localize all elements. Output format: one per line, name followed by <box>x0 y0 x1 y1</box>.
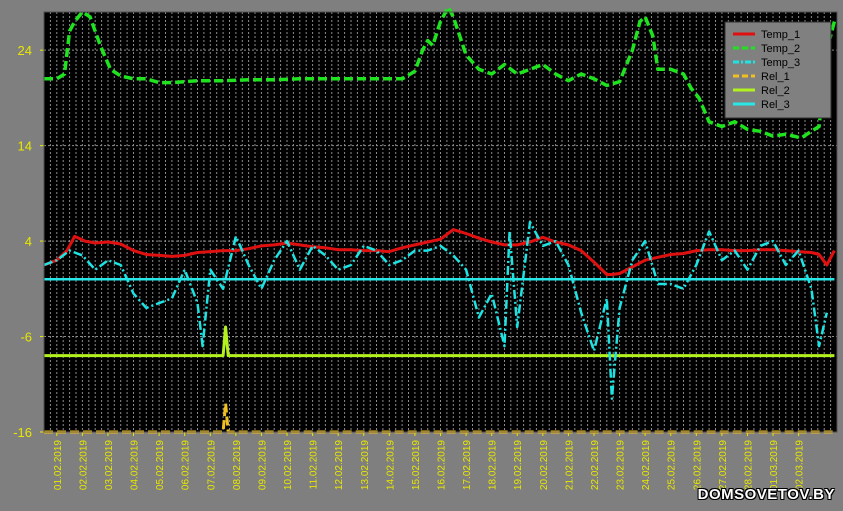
x-tick-label: 23.02.2019 <box>616 440 627 490</box>
x-tick-label: 27.02.2019 <box>718 440 729 490</box>
x-tick-label: 04.02.2019 <box>130 440 141 490</box>
x-tick-label: 28.02.2019 <box>743 440 754 490</box>
x-tick-label: 21.02.2019 <box>564 440 575 490</box>
x-tick-label: 11.02.2019 <box>309 440 320 490</box>
y-tick-label: 24 <box>18 43 32 58</box>
series-line-temp-3 <box>43 220 829 400</box>
x-tick-label: 16.02.2019 <box>437 440 448 490</box>
x-tick-label: 01.03.2019 <box>769 440 780 490</box>
x-tick-label: 26.02.2019 <box>692 440 703 490</box>
legend-label: Rel_1 <box>761 71 790 83</box>
x-tick-label: 17.02.2019 <box>462 440 473 490</box>
legend-label: Temp_2 <box>761 43 800 55</box>
x-tick-label: 10.02.2019 <box>283 440 294 490</box>
legend-box <box>724 21 832 119</box>
x-tick-label: 15.02.2019 <box>411 440 422 490</box>
x-tick-label: 06.02.2019 <box>181 440 192 490</box>
legend-label: Rel_3 <box>761 99 790 111</box>
x-tick-label: 24.02.2019 <box>641 440 652 490</box>
legend-label: Temp_1 <box>761 29 800 41</box>
x-tick-label: 07.02.2019 <box>206 440 217 490</box>
x-tick-label: 19.02.2019 <box>513 440 524 490</box>
legend-label: Rel_2 <box>761 85 790 97</box>
x-tick-label: 20.02.2019 <box>539 440 550 490</box>
x-tick-label: 03.02.2019 <box>104 440 115 490</box>
x-tick-label: 01.02.2019 <box>53 440 64 490</box>
x-tick-label: 05.02.2019 <box>155 440 166 490</box>
x-tick-label: 22.02.2019 <box>590 440 601 490</box>
y-tick-label: -16 <box>13 425 32 440</box>
plot-border <box>43 11 838 433</box>
y-tick-label: -6 <box>20 330 32 345</box>
x-tick-label: 08.02.2019 <box>232 440 243 490</box>
x-tick-label: 12.02.2019 <box>334 440 345 490</box>
legend: Temp_1 Temp_2 Temp_3 Rel_1 Rel_2 Rel_3 <box>724 21 832 119</box>
y-tick-label: 4 <box>25 234 32 249</box>
x-tick-label: 09.02.2019 <box>257 440 268 490</box>
series-line-temp-2 <box>44 5 837 140</box>
legend-label: Temp_3 <box>761 57 800 69</box>
series-line-rel-2 <box>44 325 835 358</box>
x-tick-label: 13.02.2019 <box>360 440 371 490</box>
x-tick-label: 02.03.2019 <box>795 440 806 490</box>
y-tick-label: 14 <box>18 139 32 154</box>
x-tick-label: 02.02.2019 <box>78 440 89 490</box>
x-tick-label: 14.02.2019 <box>385 440 396 490</box>
x-tick-label: 18.02.2019 <box>488 440 499 490</box>
series-line-temp-1 <box>43 228 836 276</box>
watermark: DOMSOVETOV.BY <box>697 486 835 503</box>
x-tick-label: 25.02.2019 <box>667 440 678 490</box>
